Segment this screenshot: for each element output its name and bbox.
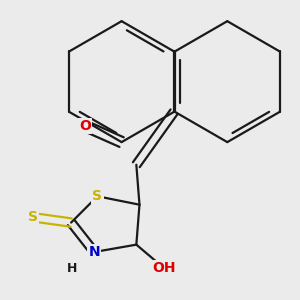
Text: OH: OH [152, 261, 176, 275]
Text: O: O [79, 119, 91, 133]
Text: H: H [67, 262, 77, 275]
Text: S: S [92, 189, 102, 203]
Text: S: S [28, 210, 38, 224]
Text: N: N [88, 245, 100, 259]
